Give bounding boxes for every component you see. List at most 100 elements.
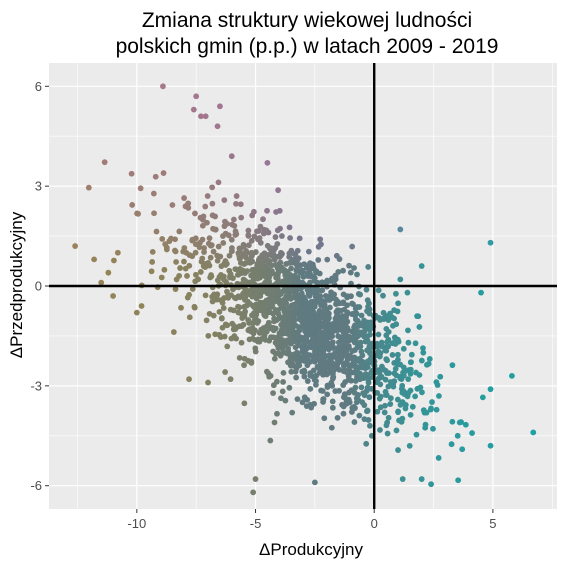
data-point: [284, 268, 291, 275]
data-point: [437, 373, 444, 380]
data-point: [253, 301, 259, 308]
data-point: [479, 394, 486, 401]
data-point: [304, 378, 311, 384]
data-point: [357, 370, 363, 377]
data-point: [257, 293, 264, 299]
data-point: [309, 337, 316, 344]
data-point: [402, 402, 409, 408]
data-point: [272, 350, 279, 357]
data-point: [258, 267, 264, 274]
data-point: [377, 381, 384, 388]
data-point: [186, 262, 193, 269]
data-point: [365, 264, 372, 270]
data-point: [214, 277, 221, 284]
data-point: [305, 290, 312, 297]
data-point: [111, 257, 117, 264]
data-point: [200, 263, 207, 270]
data-point: [215, 179, 222, 186]
data-point: [250, 489, 257, 496]
data-point: [395, 409, 401, 416]
data-point: [409, 403, 416, 410]
data-point: [377, 350, 384, 357]
data-point: [238, 339, 245, 346]
data-point: [406, 442, 413, 449]
data-point: [237, 201, 244, 208]
data-point: [227, 376, 234, 383]
data-point: [364, 308, 370, 315]
data-point: [271, 419, 278, 426]
data-point: [358, 362, 365, 369]
reference-lines: [49, 63, 557, 509]
data-point: [449, 418, 456, 425]
data-point: [383, 422, 390, 429]
data-point: [326, 341, 333, 347]
data-point: [408, 351, 415, 358]
data-point: [324, 391, 331, 398]
data-point: [351, 339, 358, 346]
data-point: [181, 245, 188, 251]
data-point: [405, 327, 411, 334]
data-point: [340, 318, 347, 324]
x-tick-label: 0: [371, 516, 378, 531]
data-point: [186, 376, 192, 383]
data-point: [260, 216, 266, 223]
data-point: [263, 368, 270, 375]
data-point: [397, 226, 404, 233]
data-point: [455, 477, 462, 484]
data-point: [377, 393, 384, 400]
data-point: [227, 271, 234, 278]
data-point: [209, 298, 216, 305]
data-point: [327, 304, 333, 311]
data-point: [325, 346, 332, 353]
data-point: [418, 263, 425, 269]
data-point: [267, 250, 274, 257]
data-point: [352, 305, 359, 312]
data-point: [311, 318, 317, 325]
data-point: [356, 358, 363, 365]
data-point: [233, 200, 239, 207]
data-point: [387, 401, 394, 407]
data-point: [205, 259, 212, 266]
data-point: [256, 307, 263, 313]
data-point: [422, 424, 429, 431]
data-point: [423, 409, 430, 416]
data-point: [352, 384, 359, 391]
data-point: [320, 396, 327, 403]
data-point: [241, 362, 247, 369]
data-point: [185, 200, 192, 207]
data-point: [209, 200, 216, 207]
data-point: [270, 382, 277, 389]
data-point: [270, 390, 276, 397]
data-point: [279, 288, 286, 295]
data-point: [256, 330, 263, 336]
data-point: [260, 230, 267, 237]
data-point: [314, 326, 321, 332]
data-point: [169, 202, 176, 208]
data-point: [435, 455, 442, 461]
data-point: [324, 256, 331, 263]
data-point: [301, 323, 308, 329]
data-point: [210, 248, 217, 255]
data-point: [158, 274, 165, 281]
data-point: [133, 309, 140, 316]
data-point: [390, 322, 396, 329]
data-point: [259, 300, 265, 307]
data-point: [264, 207, 270, 214]
data-point: [173, 276, 180, 283]
data-point: [209, 184, 216, 191]
data-point: [150, 190, 157, 197]
data-point: [363, 440, 370, 447]
data-point: [229, 320, 236, 327]
data-point: [241, 303, 248, 310]
data-point: [214, 291, 221, 298]
data-point: [220, 305, 227, 311]
data-point: [352, 322, 358, 329]
data-point: [264, 159, 271, 166]
data-point: [291, 318, 297, 325]
data-point: [243, 260, 249, 266]
data-points: [72, 83, 537, 496]
data-point: [221, 197, 228, 203]
data-point: [234, 271, 241, 278]
data-point: [329, 375, 336, 382]
data-point: [389, 314, 395, 321]
